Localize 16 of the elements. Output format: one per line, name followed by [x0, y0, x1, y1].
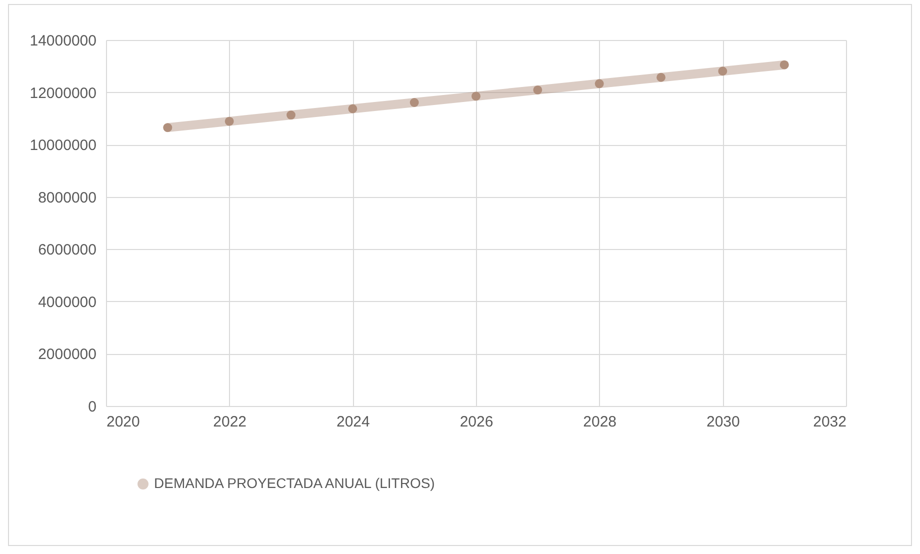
x-tick-label: 2024 [336, 414, 370, 430]
x-tick-label: 2030 [706, 414, 740, 430]
y-tick-label: 2000000 [38, 346, 96, 364]
legend-label: DEMANDA PROYECTADA ANUAL (LITROS) [154, 475, 435, 491]
y-tick-label: 10000000 [30, 137, 96, 154]
x-tick-label: 2022 [213, 414, 247, 430]
y-tick-label: 4000000 [38, 294, 96, 311]
x-tick-label: 2020 [106, 414, 140, 430]
x-tick-label: 2028 [583, 414, 617, 430]
y-tick-label: 12000000 [30, 84, 96, 102]
x-tick-label: 2032 [813, 414, 846, 430]
x-tick-label: 2026 [460, 414, 494, 430]
y-tick-label: 8000000 [38, 189, 96, 206]
y-tick-label: 6000000 [38, 242, 96, 259]
y-tick-label: 14000000 [30, 32, 96, 50]
y-tick-label: 0 [88, 398, 96, 416]
